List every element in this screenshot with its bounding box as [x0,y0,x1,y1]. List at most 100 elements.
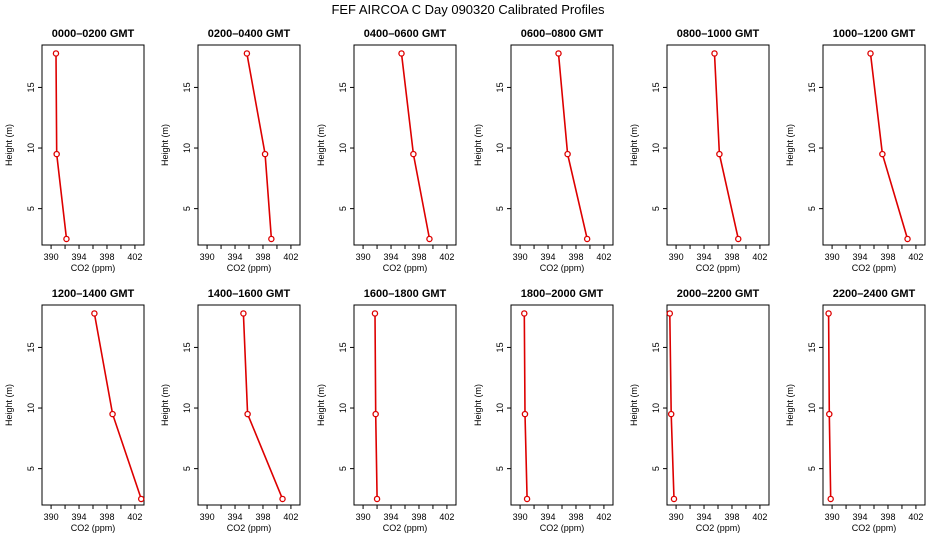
y-tick-label: 10 [26,143,36,153]
x-tick-label: 394 [697,252,712,262]
data-point [583,235,591,243]
data-point [53,150,60,158]
data-point [52,50,60,57]
profile-line [93,313,142,500]
x-axis-label: CO2 (ppm) [383,263,428,273]
profile-line [523,313,528,499]
profile-panel: 1400–1600 GMT 390 394 398 402 5 10 15 CO2 (ppm) H… [160,288,301,533]
x-tick-label: 394 [853,252,868,262]
y-tick-label: 10 [495,143,505,153]
y-tick-label: 10 [338,403,348,413]
profile-line [827,313,832,499]
panel-title: 1400–1600 GMT [208,288,291,300]
data-point [371,310,379,317]
data-point [244,410,251,418]
profile-line [55,53,68,239]
y-tick-label: 15 [26,342,36,352]
profile-line [713,53,740,240]
plot-frame [822,44,926,246]
x-axis-label: CO2 (ppm) [852,263,897,273]
plot-frame [353,304,457,506]
data-point [555,50,562,57]
y-tick-label: 10 [807,403,817,413]
data-point [825,310,832,317]
x-tick-label: 398 [411,512,426,522]
data-point [137,495,145,503]
x-tick-label: 390 [44,512,59,522]
panel-title: 0000–0200 GMT [52,28,135,40]
plot-frame [353,44,457,246]
x-tick-label: 402 [596,252,611,262]
data-point [564,150,571,158]
y-axis-label: Height (m) [160,384,170,426]
panel-title: 2200–2400 GMT [833,288,916,300]
x-tick-label: 390 [200,252,215,262]
y-axis-label: Height (m) [629,384,639,426]
x-tick-label: 394 [384,252,399,262]
plot-frame [666,304,770,506]
panel-title: 0400–0600 GMT [364,28,447,40]
y-axis-label: Height (m) [785,384,795,426]
x-tick-label: 402 [283,252,298,262]
y-tick-label: 15 [495,82,505,92]
figure-title: FEF AIRCOA C Day 090320 Calibrated Profi… [331,2,605,17]
x-tick-label: 398 [255,252,270,262]
x-axis-label: CO2 (ppm) [696,523,741,533]
y-tick-label: 5 [651,466,661,471]
profile-panel: 1800–2000 GMT 390 394 398 402 5 10 15 CO2 (ppm) H… [473,288,614,533]
y-tick-label: 15 [807,342,817,352]
profile-line [869,53,909,240]
x-tick-label: 402 [127,512,142,522]
y-axis-label: Height (m) [160,124,170,166]
data-point [867,50,874,57]
profile-panel: 1000–1200 GMT 390 394 398 402 5 10 15 CO2 (ppm) H… [785,28,926,273]
data-point [521,410,529,418]
y-tick-label: 5 [182,466,192,471]
x-tick-label: 390 [669,512,684,522]
data-point [735,235,742,243]
y-axis-label: Height (m) [785,124,795,166]
x-axis-label: CO2 (ppm) [71,263,116,273]
x-tick-label: 390 [825,512,840,522]
y-tick-label: 10 [807,143,817,153]
x-tick-label: 402 [596,512,611,522]
data-point [879,150,886,158]
data-point [716,150,723,158]
data-point [426,235,433,243]
data-point [521,310,528,317]
data-point [826,410,833,418]
profile-line [557,53,588,240]
data-point [240,310,247,317]
x-tick-label: 390 [825,252,840,262]
panel-title: 1800–2000 GMT [521,288,604,300]
x-tick-label: 402 [283,512,298,522]
x-tick-label: 394 [384,512,399,522]
x-tick-label: 394 [697,512,712,522]
y-tick-label: 5 [26,466,36,471]
x-tick-label: 390 [513,252,528,262]
profile-panel: 2000–2200 GMT 390 394 398 402 5 10 15 CO2 (ppm) H… [629,288,770,533]
data-point [904,235,911,243]
x-tick-label: 394 [72,252,87,262]
y-tick-label: 15 [182,342,192,352]
x-tick-label: 398 [568,252,583,262]
x-tick-label: 402 [908,252,923,262]
y-tick-label: 10 [182,143,192,153]
x-tick-label: 398 [724,512,739,522]
y-axis-label: Height (m) [316,384,326,426]
x-tick-label: 398 [880,252,895,262]
x-tick-label: 394 [541,512,556,522]
profile-line [669,313,675,499]
x-tick-label: 390 [44,252,59,262]
x-tick-label: 394 [228,512,243,522]
plot-frame [197,304,301,506]
panel-title: 1200–1400 GMT [52,288,135,300]
x-tick-label: 398 [411,252,426,262]
data-point [523,495,531,503]
y-tick-label: 15 [495,342,505,352]
data-point [91,310,98,317]
y-tick-label: 15 [182,82,192,92]
profile-panel: 0400–0600 GMT 390 394 398 402 5 10 15 CO2 (ppm) H… [316,28,457,273]
data-point [279,495,286,503]
